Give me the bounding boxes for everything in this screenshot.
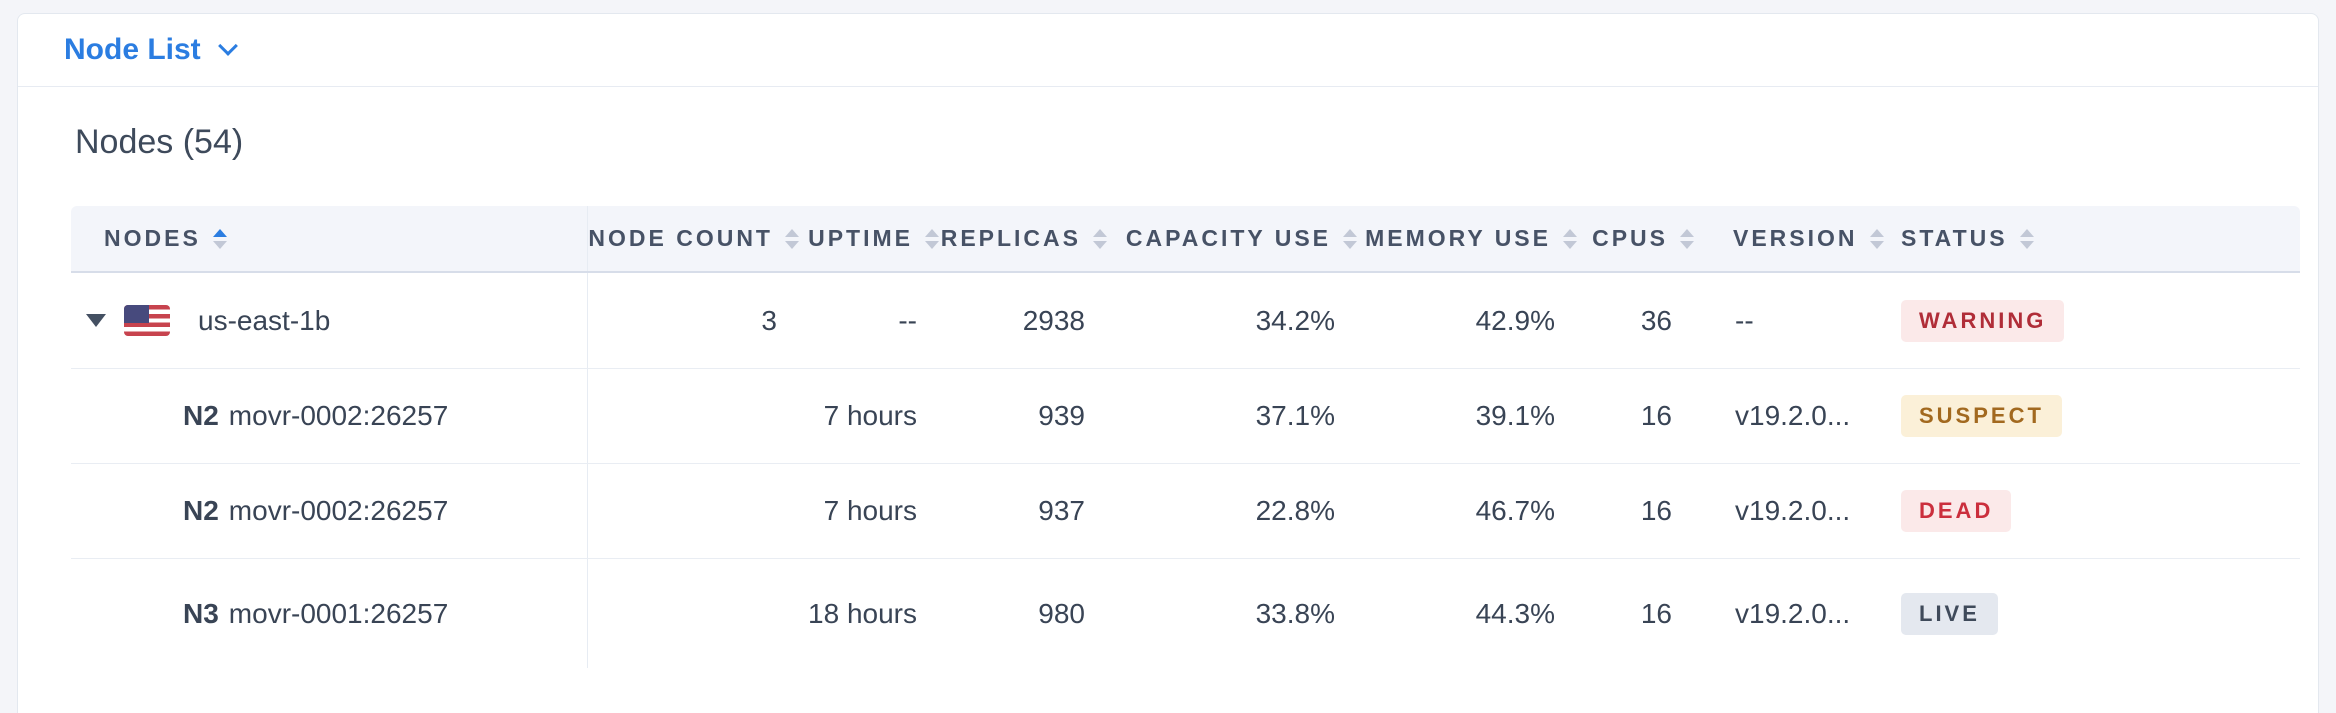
sort-icon [1869,228,1884,249]
column-header-label: NODES [104,225,201,251]
cell-replicas: 939 [1038,400,1085,431]
node-address: movr-0001:26257 [228,597,449,629]
cell-status: LIVE [1881,559,2300,668]
cell-status: WARNING [1881,273,2300,368]
cell-capacity: 33.8% [1255,597,1335,629]
column-header-label: STATUS [1901,225,2008,251]
cell-cpus: 16 [1640,495,1672,526]
node-row[interactable]: N3 movr-0001:26257 18 hours 980 33.8% 44.3% 16… [71,558,2300,668]
node-address: movr-0002:26257 [228,495,449,526]
cell-nodes: N2 movr-0002:26257 [71,369,588,463]
cell-status: SUSPECT [1881,369,2300,463]
column-header-nodes[interactable]: NODES [71,206,588,271]
cell-uptime: 18 hours [808,597,917,629]
sort-icon [2019,228,2034,249]
sort-icon [925,228,939,249]
sort-icon [1680,228,1694,249]
region-row[interactable]: us-east-1b 3 -- 2938 34.2% 42.9% 36 -- WARNING [71,273,2300,368]
sort-icon [1093,228,1107,249]
nodes-table: NODES NODE COUNT UPTIME REPLICAS CAPACITY US… [71,206,2300,668]
status-badge: DEAD [1901,490,2012,532]
view-selector[interactable]: Node List [64,33,238,67]
column-header-capacity-use[interactable]: CAPACITY USE [1111,206,1361,271]
node-address: movr-0002:26257 [228,400,449,431]
cell-replicas: 2938 [1022,304,1085,336]
column-header-label: NODE COUNT [588,225,773,251]
cell-node-count [588,464,803,558]
table-header-row: NODES NODE COUNT UPTIME REPLICAS CAPACITY US… [71,206,2300,273]
column-header-replicas[interactable]: REPLICAS [940,206,1111,271]
column-header-label: UPTIME [808,225,913,251]
column-header-memory-use[interactable]: MEMORY USE [1361,206,1581,271]
view-selector-bar: Node List [18,14,2318,87]
chevron-down-icon [217,36,238,56]
sort-icon [1563,228,1577,249]
column-header-uptime[interactable]: UPTIME [803,206,943,271]
cell-memory: 46.7% [1475,495,1555,526]
node-row[interactable]: N2 movr-0002:26257 7 hours 939 37.1% 39.1% 16 v… [71,368,2300,463]
sort-icon [1343,228,1357,249]
column-header-status[interactable]: STATUS [1881,206,2300,271]
sort-icon [212,228,227,249]
cell-uptime: -- [898,304,917,336]
cell-status: DEAD [1881,464,2300,558]
column-header-node-count[interactable]: NODE COUNT [588,206,803,271]
node-id: N2 [183,495,219,526]
cell-cpus: 36 [1640,304,1672,336]
node-id: N2 [183,400,219,431]
us-flag-icon [124,305,170,336]
cell-nodes: us-east-1b [71,273,588,368]
cell-node-count: 3 [761,304,777,336]
column-header-label: MEMORY USE [1365,225,1551,251]
expand-caret-icon[interactable] [86,314,106,327]
status-badge: SUSPECT [1901,395,2062,437]
cell-node-count [588,369,803,463]
cell-replicas: 937 [1038,495,1085,526]
column-header-version[interactable]: VERSION [1698,206,1884,271]
cell-version: v19.2.0... [1735,495,1851,526]
cell-capacity: 22.8% [1255,495,1335,526]
status-badge: WARNING [1901,299,2065,342]
cell-node-count [588,559,803,668]
cell-memory: 44.3% [1475,597,1555,629]
cell-version: -- [1735,304,1754,336]
cell-cpus: 16 [1640,400,1672,431]
cell-capacity: 37.1% [1255,400,1335,431]
page-title: Nodes (54) [75,123,244,161]
column-header-label: REPLICAS [940,225,1081,251]
status-badge: LIVE [1901,592,1998,635]
cell-uptime: 7 hours [823,400,917,431]
node-id: N3 [183,597,219,629]
cell-memory: 39.1% [1475,400,1555,431]
column-header-label: CAPACITY USE [1125,225,1331,251]
column-header-cpus[interactable]: CPUS [1581,206,1698,271]
cell-nodes: N2 movr-0002:26257 [71,464,588,558]
view-selector-label: Node List [64,33,201,66]
cell-replicas: 980 [1038,597,1085,629]
cell-version: v19.2.0... [1735,400,1851,431]
cell-uptime: 7 hours [823,495,917,526]
cell-memory: 42.9% [1475,304,1555,336]
column-header-label: CPUS [1592,225,1668,251]
column-header-label: VERSION [1733,225,1858,251]
cell-capacity: 34.2% [1255,304,1335,336]
cell-nodes: N3 movr-0001:26257 [71,559,588,668]
content-panel: Node List Nodes (54) NODES NODE COUNT UPTI… [17,13,2319,713]
cell-cpus: 16 [1640,597,1672,629]
sort-icon [785,228,799,249]
table-body: us-east-1b 3 -- 2938 34.2% 42.9% 36 -- WARNING N2… [71,273,2300,668]
cell-version: v19.2.0... [1735,597,1851,629]
node-row[interactable]: N2 movr-0002:26257 7 hours 937 22.8% 46.7% 16 v… [71,463,2300,558]
region-name: us-east-1b [198,304,331,336]
